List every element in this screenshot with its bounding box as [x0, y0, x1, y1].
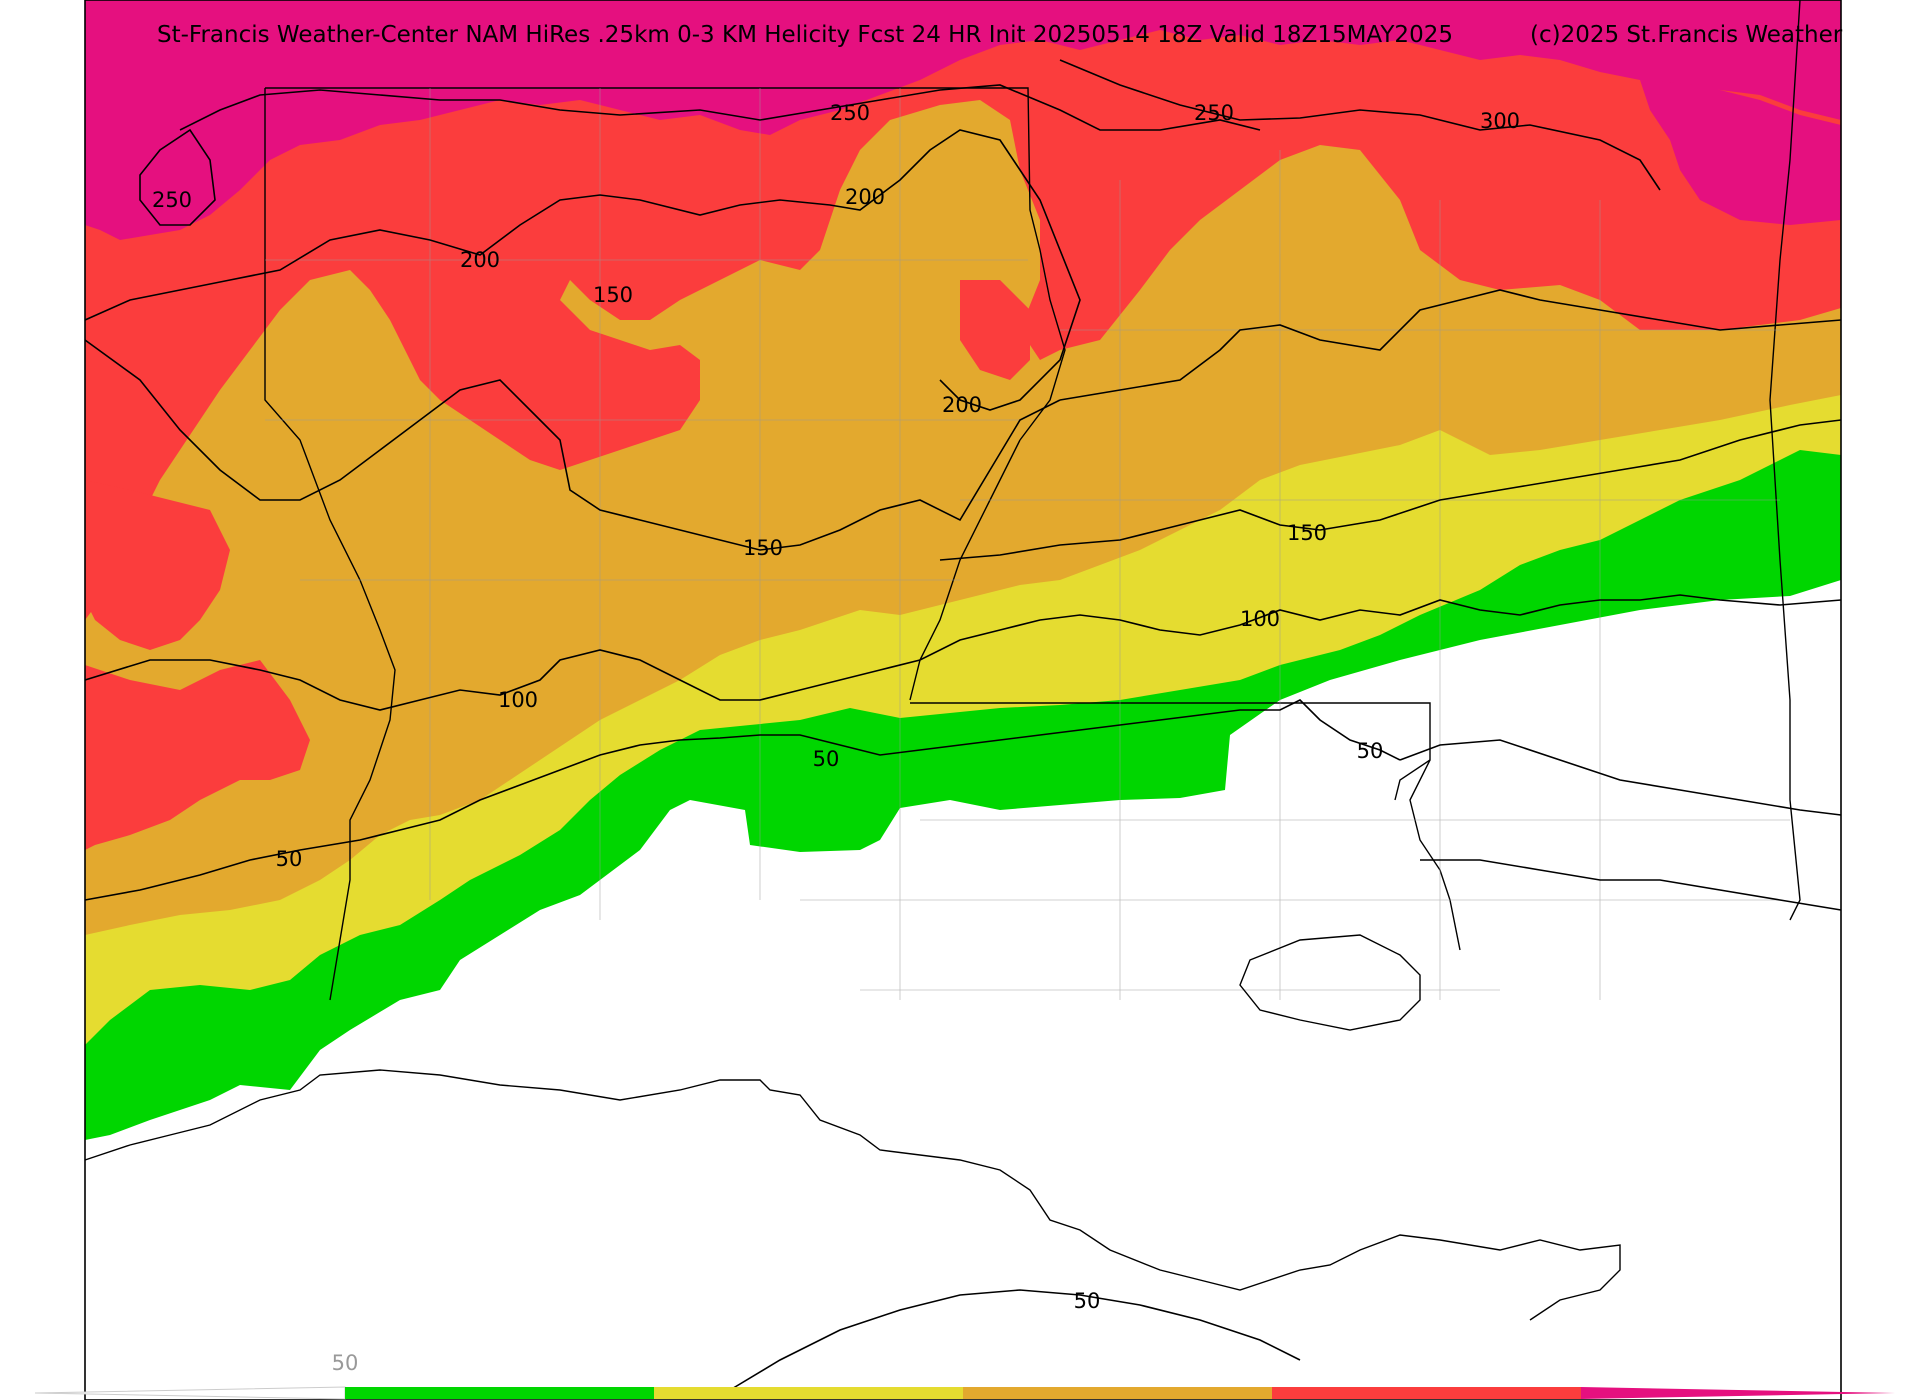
contour-label: 150 — [1287, 521, 1327, 545]
scale-swatch — [963, 1387, 1272, 1399]
contour-label-group: 250 250 250 300 200 200 200 150 150 150 … — [152, 101, 1520, 1313]
contour-label: 100 — [498, 688, 538, 712]
field-200-250-w-lobe — [85, 480, 230, 650]
contour-label: 150 — [593, 283, 633, 307]
scale-tail-right — [1581, 1387, 1895, 1399]
contour-200-east — [1059, 289, 1842, 401]
field-200-250-nc-streak — [960, 280, 1030, 380]
map-copyright: (c)2025 St.Francis Weather — [1530, 22, 1843, 48]
contour-50-gulf — [729, 1289, 1301, 1391]
contour-label: 100 — [1240, 607, 1280, 631]
contour-150 — [84, 339, 1061, 551]
contour-300 — [1059, 59, 1661, 191]
contour-250-north — [179, 84, 1261, 131]
contour-label: 250 — [1194, 101, 1234, 125]
river-line — [1409, 759, 1461, 951]
contour-label: 50 — [276, 847, 303, 871]
state-line-west — [264, 88, 396, 1001]
contour-50-east2 — [1420, 859, 1842, 911]
helicity-contours — [84, 59, 1842, 1391]
state-line-north — [265, 87, 1066, 441]
shaded-field — [85, 0, 1841, 1400]
field-200-250-sw-lobe — [85, 660, 310, 850]
color-scale: 50 — [34, 1351, 1895, 1400]
scale-swatch — [1272, 1387, 1581, 1399]
contour-label: 150 — [743, 536, 783, 560]
contour-250-west — [139, 128, 216, 226]
contour-50 — [84, 699, 1401, 901]
contour-label: 300 — [1480, 109, 1520, 133]
map-frame — [84, 0, 1842, 1400]
county-lines — [265, 88, 1790, 1000]
lake-pontchartrain — [1239, 934, 1421, 1031]
state-line-east — [1769, 0, 1801, 921]
contour-label: 250 — [152, 188, 192, 212]
contour-50-east — [1399, 739, 1842, 816]
contour-label: 200 — [845, 185, 885, 209]
contour-100 — [84, 594, 1842, 711]
field-200-250 — [85, 0, 1841, 620]
contour-150-east — [939, 419, 1842, 561]
map-title: St-Francis Weather-Center NAM HiRes .25k… — [157, 22, 1453, 48]
scale-swatch — [345, 1387, 654, 1399]
contour-label: 50 — [1357, 739, 1384, 763]
scale-label-first: 50 — [332, 1351, 359, 1375]
boundary-lines — [264, 0, 1801, 1001]
contour-200 — [84, 129, 1081, 411]
contour-label: 200 — [942, 393, 982, 417]
state-line-mid — [909, 439, 1021, 701]
contour-label: 50 — [813, 747, 840, 771]
contour-label: 200 — [460, 248, 500, 272]
contour-label: 50 — [1074, 1289, 1101, 1313]
field-250-plus-ne-blob — [1640, 80, 1841, 225]
gulf-coastline — [84, 1069, 1621, 1321]
contour-label: 250 — [830, 101, 870, 125]
field-250-plus — [85, 0, 1841, 240]
scale-swatch — [654, 1387, 963, 1399]
